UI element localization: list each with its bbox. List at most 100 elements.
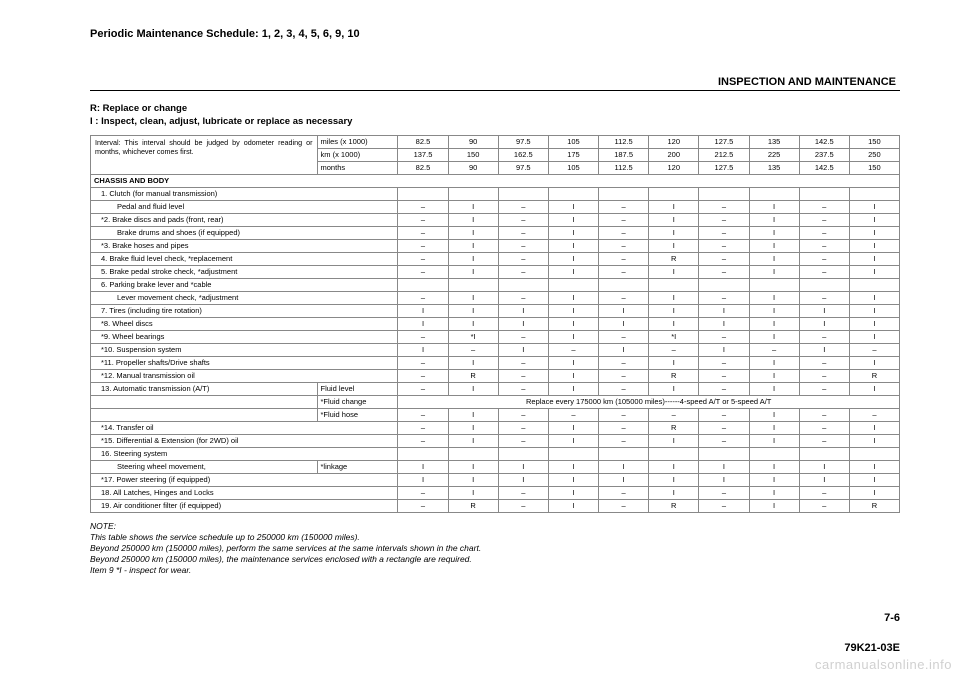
item-val: I	[498, 473, 548, 486]
item-val: I	[849, 434, 899, 447]
page-number: 7-6	[884, 612, 900, 624]
item-val: I	[548, 265, 598, 278]
item-val: I	[749, 382, 799, 395]
item-val: –	[799, 330, 849, 343]
item-val: –	[599, 330, 649, 343]
item-val: I	[749, 460, 799, 473]
item-val: I	[448, 434, 498, 447]
item-val: I	[749, 330, 799, 343]
item-val: I	[448, 356, 498, 369]
item-val: I	[448, 200, 498, 213]
item-val: R	[448, 369, 498, 382]
item-val	[749, 447, 799, 460]
item-val: –	[649, 408, 699, 421]
item-val: I	[749, 200, 799, 213]
item-val: –	[599, 421, 649, 434]
item-val: –	[398, 200, 448, 213]
item-val: –	[498, 330, 548, 343]
item-label: Lever movement check, *adjustment	[91, 291, 398, 304]
item-val: I	[799, 317, 849, 330]
item-val: I	[849, 330, 899, 343]
item-val: I	[599, 343, 649, 356]
item-val: R	[649, 369, 699, 382]
item-val: –	[599, 291, 649, 304]
item-val	[749, 278, 799, 291]
item-val: –	[799, 434, 849, 447]
item-val	[498, 187, 548, 200]
interval-val: 105	[548, 135, 598, 148]
item-val	[799, 447, 849, 460]
item-val: –	[799, 382, 849, 395]
item-val: I	[448, 291, 498, 304]
item-val	[799, 278, 849, 291]
item-val: –	[799, 356, 849, 369]
item-val: –	[599, 369, 649, 382]
item-val: R	[448, 499, 498, 512]
item-val: I	[849, 252, 899, 265]
item-val	[548, 187, 598, 200]
doc-code: 79K21-03E	[844, 642, 900, 654]
item-val: R	[649, 499, 699, 512]
item-val: R	[849, 499, 899, 512]
item-val	[599, 187, 649, 200]
item-val: –	[599, 408, 649, 421]
item-sub: Fluid level	[317, 382, 398, 395]
item-val	[448, 278, 498, 291]
item-val: –	[398, 291, 448, 304]
item-val: R	[649, 421, 699, 434]
item-val	[548, 278, 598, 291]
item-val: I	[448, 304, 498, 317]
item-val: I	[649, 473, 699, 486]
item-val: –	[799, 252, 849, 265]
item-label: 7. Tires (including tire rotation)	[91, 304, 398, 317]
item-val: I	[849, 486, 899, 499]
item-val: I	[448, 265, 498, 278]
item-val: I	[749, 213, 799, 226]
item-val: –	[799, 421, 849, 434]
item-val: I	[548, 434, 598, 447]
item-val	[448, 447, 498, 460]
item-val: I	[548, 304, 598, 317]
item-val: I	[599, 473, 649, 486]
item-label	[91, 395, 318, 408]
interval-val: 250	[849, 148, 899, 161]
interval-val: 200	[649, 148, 699, 161]
item-val: –	[548, 408, 598, 421]
item-val: –	[599, 434, 649, 447]
item-val: I	[548, 213, 598, 226]
item-label: 4. Brake fluid level check, *replacement	[91, 252, 398, 265]
item-val: I	[849, 317, 899, 330]
item-val: I	[749, 486, 799, 499]
item-val: I	[699, 317, 749, 330]
item-label: *3. Brake hoses and pipes	[91, 239, 398, 252]
item-val: I	[749, 265, 799, 278]
item-val: I	[398, 473, 448, 486]
interval-val: 225	[749, 148, 799, 161]
item-val: I	[649, 226, 699, 239]
item-val	[498, 447, 548, 460]
interval-val: 150	[849, 135, 899, 148]
item-val: –	[699, 226, 749, 239]
item-val: I	[749, 408, 799, 421]
item-val: I	[649, 200, 699, 213]
item-val: –	[498, 486, 548, 499]
item-val	[448, 187, 498, 200]
item-val: –	[498, 265, 548, 278]
item-val: –	[599, 499, 649, 512]
item-val: –	[799, 200, 849, 213]
interval-val: 112.5	[599, 135, 649, 148]
item-val: –	[398, 486, 448, 499]
item-val: –	[498, 408, 548, 421]
interval-val: 82.5	[398, 161, 448, 174]
item-val: I	[849, 239, 899, 252]
item-label: 1. Clutch (for manual transmission)	[91, 187, 398, 200]
item-label: *10. Suspension system	[91, 343, 398, 356]
item-val: –	[799, 408, 849, 421]
item-val	[749, 187, 799, 200]
interval-label: months	[317, 161, 398, 174]
item-val: –	[448, 343, 498, 356]
interval-val: 142.5	[799, 135, 849, 148]
item-val: I	[548, 369, 598, 382]
item-label: 16. Steering system	[91, 447, 398, 460]
item-val: –	[649, 343, 699, 356]
